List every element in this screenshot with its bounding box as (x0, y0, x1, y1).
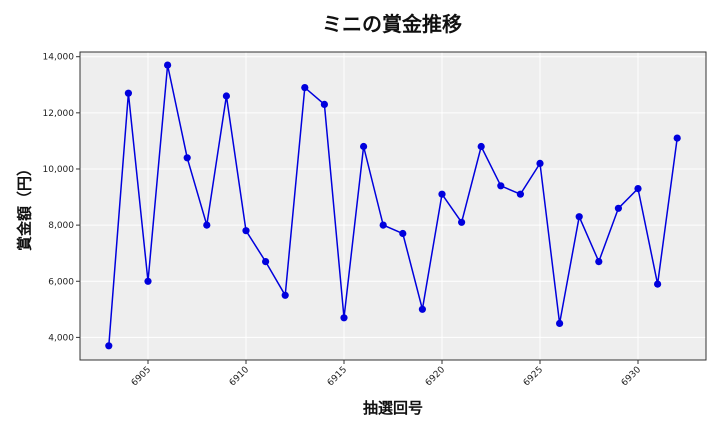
data-point (144, 277, 152, 285)
x-axis-label: 抽選回号 (362, 399, 424, 417)
y-tick-label: 12,000 (43, 109, 75, 119)
x-tick-label: 6915 (326, 365, 349, 388)
data-point (634, 185, 642, 193)
y-tick-label: 6,000 (48, 277, 74, 287)
chart-title: ミニの賞金推移 (322, 12, 462, 36)
data-point (418, 305, 426, 313)
data-markers (105, 61, 681, 350)
data-point (556, 319, 564, 327)
data-point (654, 280, 662, 288)
data-point (516, 190, 525, 198)
data-point (595, 258, 603, 266)
y-tick-label: 4,000 (48, 333, 74, 343)
data-point (458, 218, 466, 226)
data-point (575, 213, 583, 221)
y-axis-ticks: 4,000 6,000 8,000 10,000 12,000 14,000 (43, 53, 80, 343)
series-line (108, 64, 678, 346)
data-point (360, 142, 368, 151)
data-point (183, 154, 191, 162)
data-point (281, 291, 289, 299)
x-tick-label: 6920 (424, 365, 447, 388)
gridlines (80, 52, 706, 360)
x-tick-label: 6925 (522, 365, 545, 388)
data-point (164, 61, 172, 69)
data-point (301, 84, 309, 92)
data-point (340, 314, 348, 322)
data-point (242, 227, 250, 235)
y-tick-label: 10,000 (43, 165, 75, 175)
x-tick-label: 6905 (130, 365, 153, 388)
y-tick-label: 14,000 (43, 53, 75, 63)
data-point (477, 142, 485, 151)
data-point (379, 221, 387, 229)
x-tick-label: 6910 (228, 365, 251, 388)
data-point (438, 190, 446, 198)
data-point (262, 258, 270, 266)
x-tick-label: 6930 (620, 365, 643, 388)
plot-frame (79, 51, 707, 361)
data-point (320, 100, 328, 108)
y-tick-label: 8,000 (48, 221, 74, 231)
data-point (105, 342, 113, 350)
data-point (399, 229, 407, 238)
data-point (497, 182, 505, 190)
data-point (203, 221, 211, 229)
x-axis-ticks: 6905 6910 6915 6920 6925 6930 (130, 360, 643, 388)
data-point (124, 89, 132, 97)
data-point (536, 159, 544, 167)
data-point (614, 204, 623, 212)
data-point (673, 134, 681, 142)
data-point (222, 92, 230, 100)
plot-area (80, 52, 706, 360)
